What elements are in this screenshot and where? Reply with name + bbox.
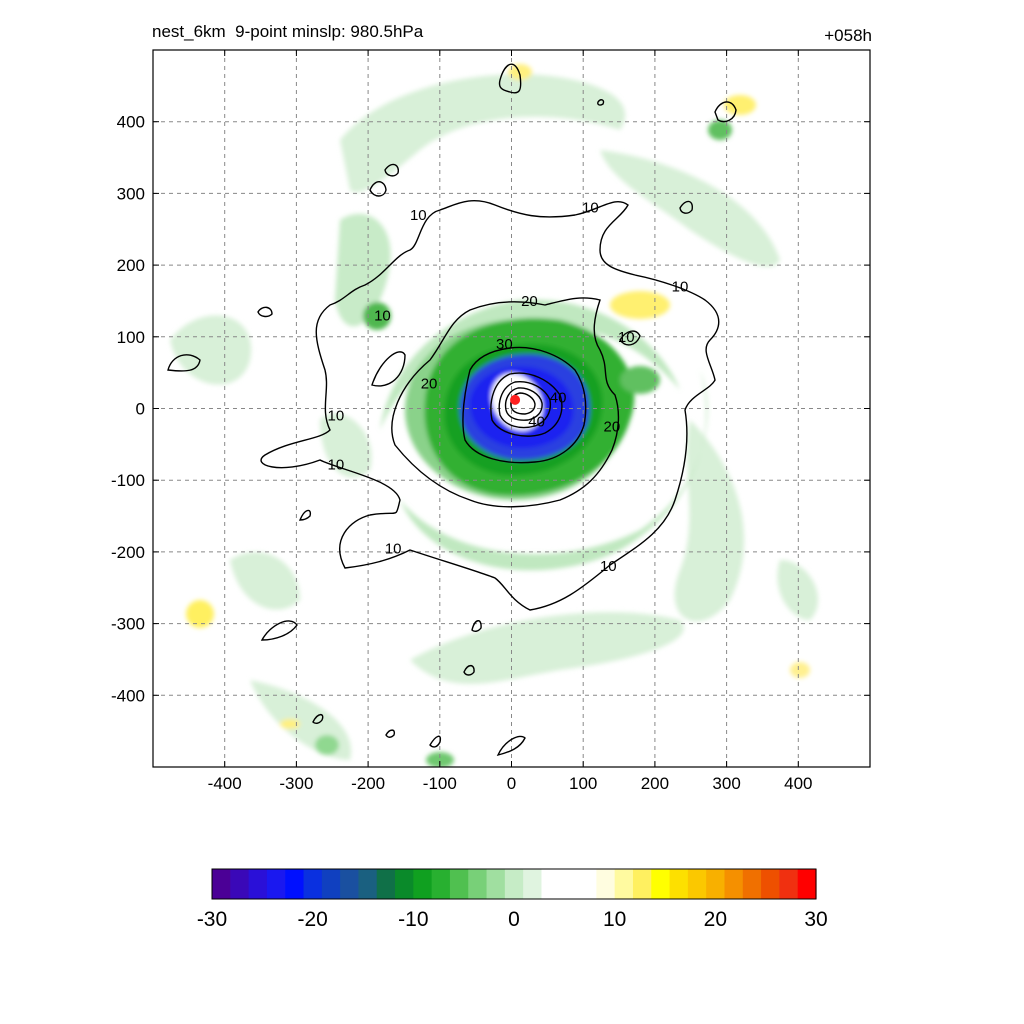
colorbar-swatch xyxy=(486,869,506,899)
x-tick-label: -100 xyxy=(423,774,457,793)
contour-labels: 10 10 10 10 10 10 10 10 10 20 20 20 30 40 40 xyxy=(327,200,689,575)
y-tick-label: 400 xyxy=(117,113,145,132)
colorbar-swatch xyxy=(504,869,524,899)
colorbar-swatch xyxy=(358,869,378,899)
colorbar-tick-label: 20 xyxy=(704,908,727,931)
colorbar-tick-label: 10 xyxy=(603,908,626,931)
contour-label: 10 xyxy=(410,207,427,224)
contour-label: 10 xyxy=(374,307,391,324)
contour-label: 10 xyxy=(672,279,689,296)
colorbar-swatch xyxy=(541,869,561,899)
colorbar-swatch xyxy=(449,869,469,899)
colorbar-swatch xyxy=(687,869,707,899)
colorbar-swatch xyxy=(431,869,451,899)
y-tick-label: -300 xyxy=(111,615,145,634)
contour-label: 30 xyxy=(496,336,513,353)
colorbar-swatch xyxy=(779,869,799,899)
contour-lines xyxy=(167,63,737,757)
contour-label: 40 xyxy=(528,413,545,430)
forecast-hour: +058h xyxy=(824,26,872,45)
colorbar-swatch xyxy=(413,869,433,899)
shading-field xyxy=(170,64,819,767)
colorbar-swatch xyxy=(632,869,652,899)
colorbar-swatch xyxy=(376,869,396,899)
x-tick-label: 100 xyxy=(569,774,597,793)
colorbar-swatch xyxy=(212,869,231,899)
colorbar-tick-label: 30 xyxy=(804,908,827,931)
contour-label: 10 xyxy=(327,456,344,473)
storm-center-marker xyxy=(510,394,521,405)
y-tick-label: 200 xyxy=(117,256,145,275)
colorbar-tick-label: -30 xyxy=(197,908,227,931)
colorbar-tick-label: 0 xyxy=(508,908,520,931)
colorbar-swatch xyxy=(706,869,726,899)
colorbar-swatch xyxy=(248,869,268,899)
contour-label: 10 xyxy=(582,200,599,217)
contour-label: 20 xyxy=(521,293,538,310)
colorbar-swatch xyxy=(742,869,762,899)
colorbar-swatch xyxy=(669,869,689,899)
colorbar-swatch xyxy=(266,869,286,899)
y-tick-label: 0 xyxy=(136,400,145,419)
y-tick-label: 100 xyxy=(117,328,145,347)
colorbar-tick-label: -10 xyxy=(398,908,428,931)
x-tick-label: 200 xyxy=(641,774,669,793)
contour-label: 10 xyxy=(385,540,402,557)
y-axis: 400 300 200 100 0 -100 -200 -300 -400 xyxy=(111,113,870,705)
colorbar-swatch xyxy=(797,869,817,899)
x-tick-label: 400 xyxy=(784,774,812,793)
colorbar-swatch xyxy=(468,869,488,899)
x-tick-label: 0 xyxy=(507,774,516,793)
colorbar-swatch xyxy=(761,869,780,899)
colorbar: -30 -20 -10 0 10 20 30 xyxy=(197,868,828,931)
contour-label: 20 xyxy=(604,418,621,435)
colorbar-swatch xyxy=(340,869,360,899)
colorbar-swatch xyxy=(559,869,579,899)
x-tick-label: -300 xyxy=(279,774,313,793)
y-tick-label: -400 xyxy=(111,686,145,705)
x-tick-label: -400 xyxy=(208,774,242,793)
colorbar-swatch xyxy=(578,869,597,899)
contour-label: 20 xyxy=(421,375,438,392)
x-tick-label: -200 xyxy=(351,774,385,793)
colorbar-swatch xyxy=(285,869,305,899)
colorbar-swatch xyxy=(395,869,414,899)
colorbar-frame xyxy=(211,868,817,900)
y-tick-label: -200 xyxy=(111,543,145,562)
x-tick-label: 300 xyxy=(712,774,740,793)
colorbar-swatch xyxy=(614,869,634,899)
contour-label: 10 xyxy=(327,408,344,425)
contour-label: 10 xyxy=(618,329,635,346)
y-tick-label: 300 xyxy=(117,184,145,203)
colorbar-swatch xyxy=(523,869,543,899)
x-axis: -400 -300 -200 -100 0 100 200 300 400 xyxy=(208,50,812,793)
colorbar-swatch xyxy=(651,869,671,899)
colorbar-swatch xyxy=(303,869,323,899)
colorbar-swatch xyxy=(724,869,744,899)
contour-label: 10 xyxy=(600,558,617,575)
y-tick-label: -100 xyxy=(111,471,145,490)
colorbar-tick-label: -20 xyxy=(297,908,327,931)
colorbar-swatch xyxy=(230,869,250,899)
contour-label: 40 xyxy=(550,390,567,407)
colorbar-swatch xyxy=(321,869,341,899)
colorbar-swatch xyxy=(596,869,616,899)
chart-title: nest_6km 9-point minslp: 980.5hPa xyxy=(152,22,424,41)
